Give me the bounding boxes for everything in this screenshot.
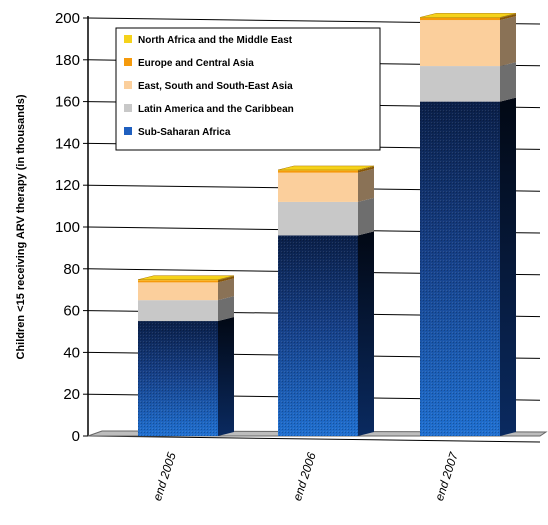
bar-segment-side xyxy=(500,16,516,67)
bars xyxy=(137,13,517,436)
bar-segment xyxy=(420,20,500,67)
y-axis-label: Children <15 receiving ARV therapy (in t… xyxy=(15,94,27,359)
bar-segment-side xyxy=(218,278,234,301)
y-tick-label: 140 xyxy=(55,135,80,152)
gridline xyxy=(87,435,541,443)
legend-box xyxy=(115,27,381,151)
bar-segment-texture xyxy=(138,321,218,436)
bar-segment-side xyxy=(500,97,516,436)
x-category-label: end 2005 xyxy=(150,450,179,502)
bar-top-face xyxy=(419,13,517,18)
y-tick-label: 20 xyxy=(63,386,80,403)
legend-swatch xyxy=(124,58,132,66)
legend: North Africa and the Middle East Europe a… xyxy=(115,27,381,151)
bar-segment-side xyxy=(358,231,374,436)
legend-entry-label: Latin America and the Caribbean xyxy=(138,104,294,115)
bar-segment-side xyxy=(218,276,234,283)
y-tick-label: 80 xyxy=(63,261,80,278)
bar-segment-texture xyxy=(420,101,500,436)
bar-segment-side xyxy=(358,168,374,202)
bar-segment-side xyxy=(500,62,516,102)
legend-entry-label: East, South and South-East Asia xyxy=(138,81,293,92)
bar-top-face xyxy=(137,275,235,280)
y-tick-label: 0 xyxy=(72,428,80,445)
bar-segment xyxy=(278,201,358,236)
bar-segment-side xyxy=(218,296,234,322)
legend-entry-label: North Africa and the Middle East xyxy=(138,35,293,46)
legend-swatch xyxy=(124,81,132,89)
legend-swatch xyxy=(124,104,132,112)
bar-segment xyxy=(420,17,500,18)
bar-segment-side xyxy=(358,197,374,236)
bar-segment-side xyxy=(358,166,374,173)
legend-swatch xyxy=(124,127,132,135)
bar-segment-texture xyxy=(278,235,358,436)
bar-segment xyxy=(278,172,358,202)
y-tick-label: 100 xyxy=(55,219,80,236)
y-tick-label: 60 xyxy=(63,303,80,320)
bar-segment xyxy=(420,18,500,21)
y-tick-label: 160 xyxy=(55,94,80,111)
y-tick-label: 180 xyxy=(55,52,80,69)
bar-top-face xyxy=(277,165,375,171)
bar-segment xyxy=(138,279,218,281)
bar-segment xyxy=(138,280,218,283)
bar-segment xyxy=(278,169,358,171)
bar-segment xyxy=(138,282,218,301)
bar-segment xyxy=(138,300,218,322)
x-category-label: end 2007 xyxy=(432,449,461,502)
bar-segment xyxy=(278,170,358,173)
legend-swatch xyxy=(124,35,132,43)
x-category-label: end 2006 xyxy=(290,450,319,502)
legend-entry-label: Sub-Saharan Africa xyxy=(138,127,231,138)
bar-segment-side xyxy=(500,14,516,21)
y-tick-label: 120 xyxy=(55,177,80,194)
bar-segment-side xyxy=(218,317,234,436)
y-tick-label: 200 xyxy=(55,10,80,27)
x-category-labels: end 2005 end 2006 end 2007 xyxy=(150,449,461,502)
y-tick-label: 40 xyxy=(63,344,80,361)
bar-segment xyxy=(420,66,500,102)
legend-entry-label: Europe and Central Asia xyxy=(138,58,254,69)
y-tick-labels: 0 20 40 60 80 100 120 140 160 180 200 xyxy=(55,10,80,445)
